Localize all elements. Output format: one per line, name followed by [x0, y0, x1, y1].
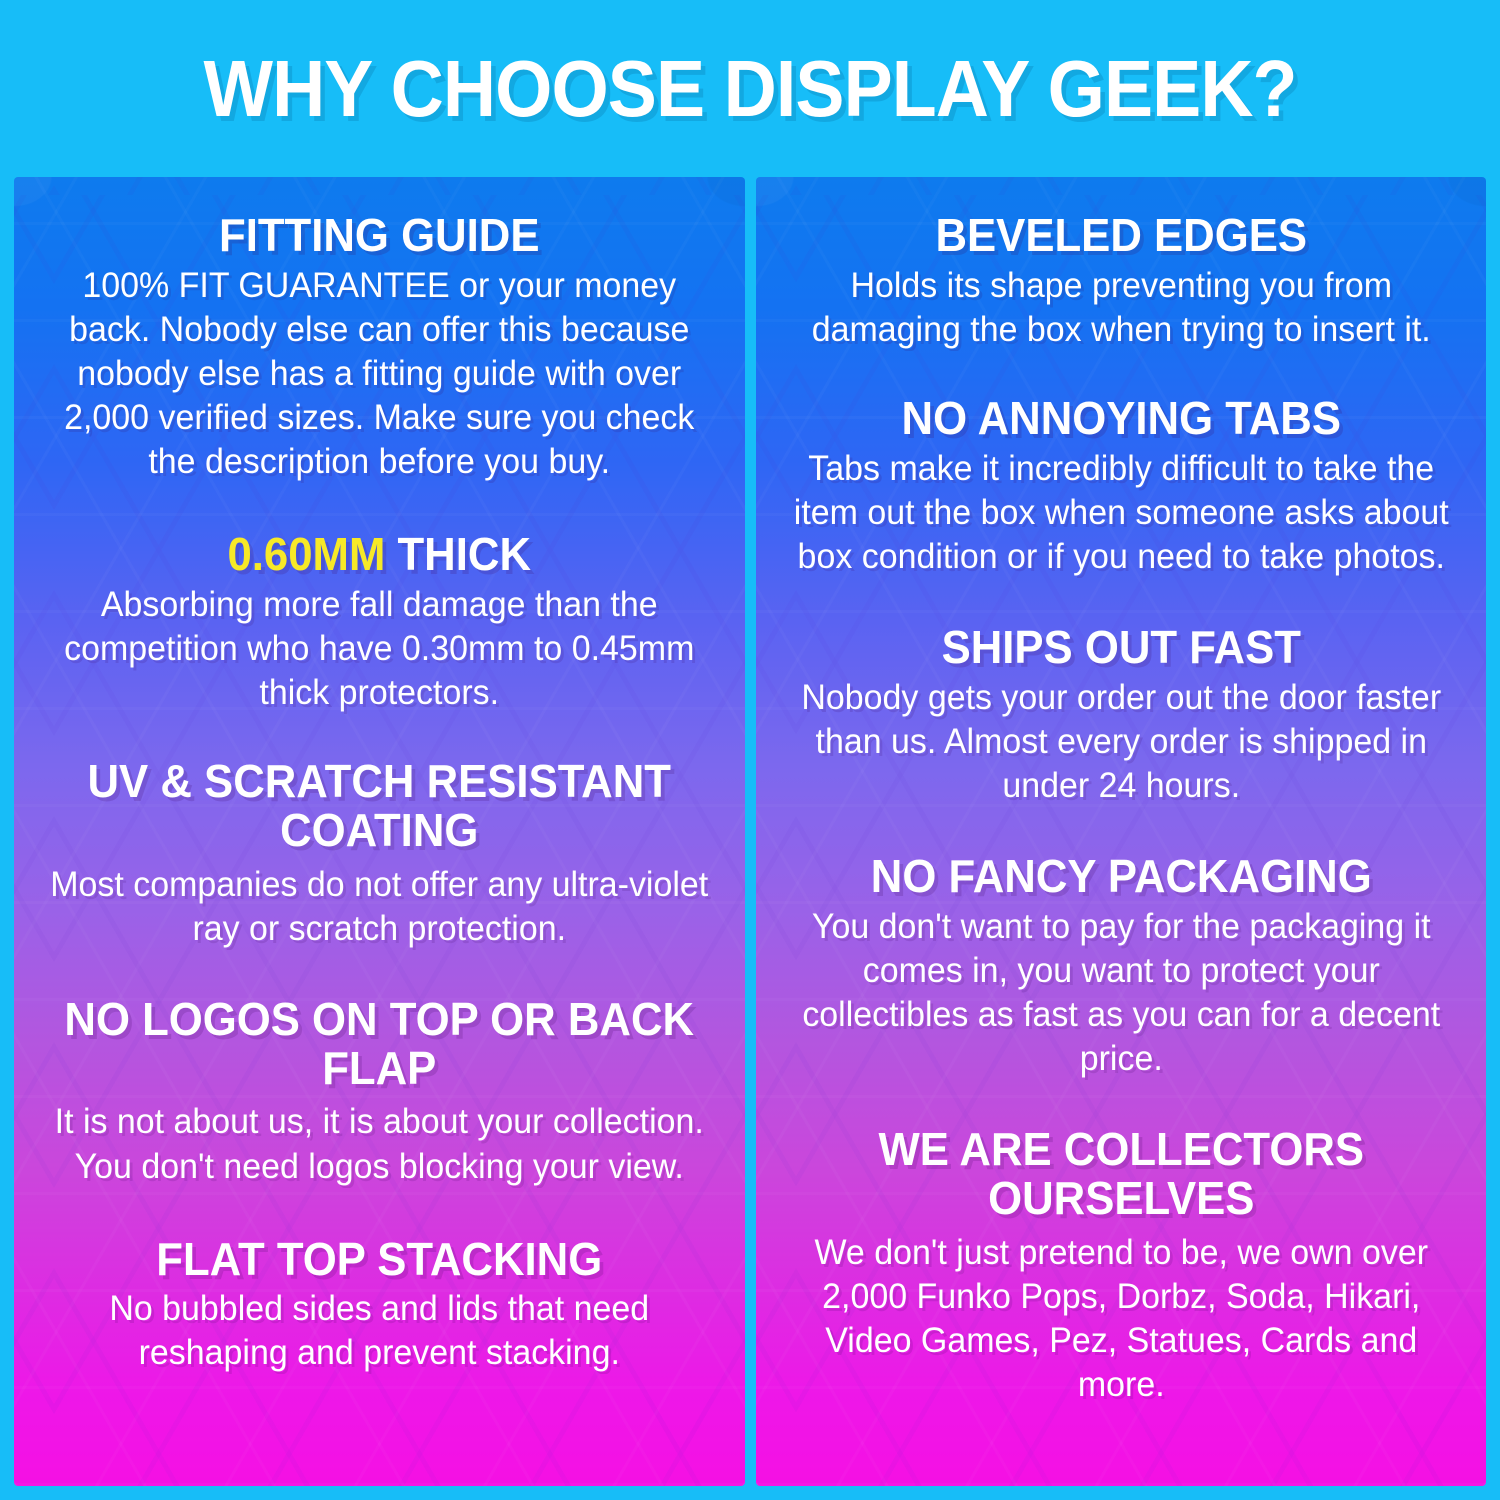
- feature-title: NO LOGOS ON TOP OR BACK FLAP: [64, 992, 695, 1094]
- feature-body: You don't want to pay for the packaging …: [801, 906, 1440, 1079]
- feature-uv-scratch-coating: UV & SCRATCH RESISTANT COATING Most comp…: [36, 757, 723, 951]
- thickness-highlight: 0.60MM: [227, 528, 386, 581]
- feature-title: FLAT TOP STACKING: [156, 1232, 603, 1285]
- feature-title: FITTING GUIDE: [219, 209, 540, 261]
- feature-title: NO ANNOYING TABS: [901, 391, 1341, 444]
- feature-title: BEVELED EDGES: [934, 209, 1307, 261]
- header-banner: WHY CHOOSE DISPLAY GEEK?: [0, 0, 1500, 177]
- feature-title: NO FANCY PACKAGING: [870, 850, 1372, 902]
- feature-body: Nobody gets your order out the door fast…: [800, 677, 1441, 805]
- thickness-rest: THICK: [385, 528, 532, 581]
- right-feature-panel: BEVELED EDGES Holds its shape preventing…: [755, 177, 1486, 1486]
- feature-body: Absorbing more fall damage than the comp…: [64, 584, 695, 713]
- feature-we-are-collectors: WE ARE COLLECTORS OURSELVES We don't jus…: [778, 1125, 1465, 1407]
- page-title: WHY CHOOSE DISPLAY GEEK?: [203, 43, 1297, 133]
- feature-body: Tabs make it incredibly difficult to tak…: [793, 448, 1449, 576]
- feature-title: WE ARE COLLECTORS OURSELVES: [877, 1123, 1364, 1224]
- feature-body: We don't just pretend to be, we own over…: [813, 1232, 1428, 1404]
- feature-no-fancy-packaging: NO FANCY PACKAGING You don't want to pay…: [778, 852, 1465, 1081]
- feature-body: Most companies do not offer any ultra-vi…: [50, 864, 709, 948]
- feature-beveled-edges: BEVELED EDGES Holds its shape preventing…: [778, 211, 1465, 352]
- left-feature-panel: FITTING GUIDE 100% FIT GUARANTEE or your…: [14, 177, 745, 1486]
- feature-body: It is not about us, it is about your col…: [54, 1102, 704, 1186]
- feature-no-logos: NO LOGOS ON TOP OR BACK FLAP It is not a…: [36, 995, 723, 1189]
- feature-fitting-guide: FITTING GUIDE 100% FIT GUARANTEE or your…: [36, 211, 723, 484]
- feature-body: Holds its shape preventing you from dama…: [811, 265, 1431, 349]
- feature-no-annoying-tabs: NO ANNOYING TABS Tabs make it incredibly…: [778, 394, 1465, 579]
- feature-body: 100% FIT GUARANTEE or your money back. N…: [64, 265, 695, 482]
- feature-thickness: 0.60MM THICK Absorbing more fall damage …: [36, 530, 723, 715]
- feature-title: SHIPS OUT FAST: [941, 620, 1301, 673]
- feature-title: 0.60MM THICK: [53, 530, 705, 579]
- feature-ships-out-fast: SHIPS OUT FAST Nobody gets your order ou…: [778, 623, 1465, 808]
- left-panel-content: FITTING GUIDE 100% FIT GUARANTEE or your…: [36, 207, 723, 1462]
- feature-flat-top-stacking: FLAT TOP STACKING No bubbled sides and l…: [36, 1232, 723, 1376]
- feature-title: UV & SCRATCH RESISTANT COATING: [87, 755, 671, 856]
- feature-columns: FITTING GUIDE 100% FIT GUARANTEE or your…: [14, 177, 1486, 1486]
- right-panel-content: BEVELED EDGES Holds its shape preventing…: [778, 207, 1465, 1462]
- feature-body: No bubbled sides and lids that need resh…: [109, 1289, 650, 1373]
